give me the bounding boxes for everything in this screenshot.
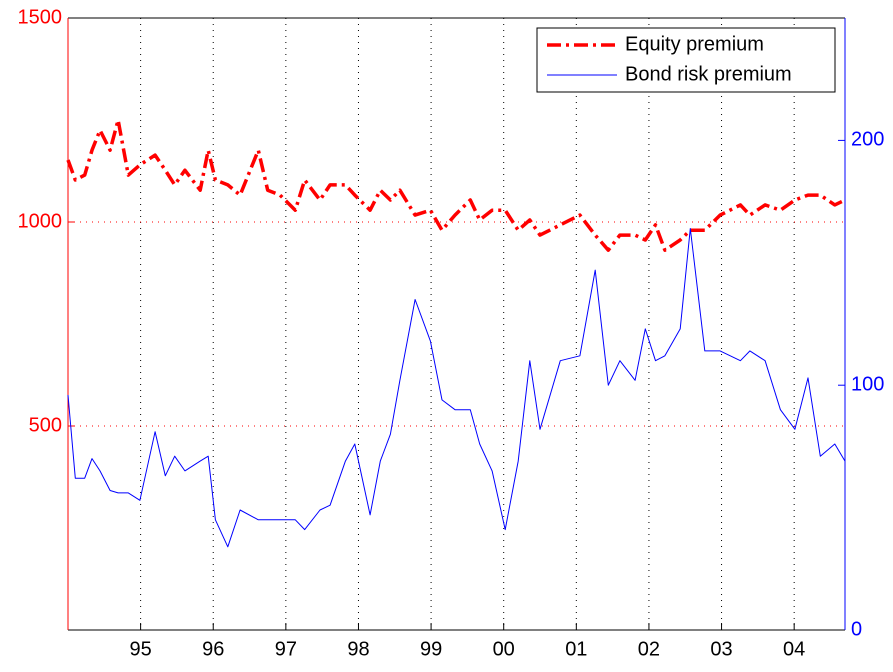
x-tick-label: 96 xyxy=(202,638,224,660)
x-tick-label: 02 xyxy=(638,638,660,660)
y-tick-label: 500 xyxy=(29,414,62,436)
x-tick-label: 03 xyxy=(710,638,732,660)
y2-tick-label: 0 xyxy=(851,618,862,640)
y2-tick-label: 100 xyxy=(851,373,884,395)
x-tick-label: 98 xyxy=(347,638,369,660)
x-tick-label: 04 xyxy=(783,638,805,660)
x-tick-label: 99 xyxy=(420,638,442,660)
series-line xyxy=(66,118,846,252)
y2-tick-label: 200 xyxy=(851,129,884,151)
x-tick-label: 95 xyxy=(129,638,151,660)
y-tick-label: 1500 xyxy=(18,6,63,28)
y-tick-label: 1000 xyxy=(18,210,63,232)
legend-box xyxy=(536,27,836,93)
x-tick-label: 01 xyxy=(565,638,587,660)
legend-label: Bond risk premium xyxy=(625,63,792,85)
x-tick-label: 00 xyxy=(493,638,515,660)
legend-label: Equity premium xyxy=(625,33,764,55)
x-tick-label: 97 xyxy=(275,638,297,660)
series-line xyxy=(67,228,846,548)
